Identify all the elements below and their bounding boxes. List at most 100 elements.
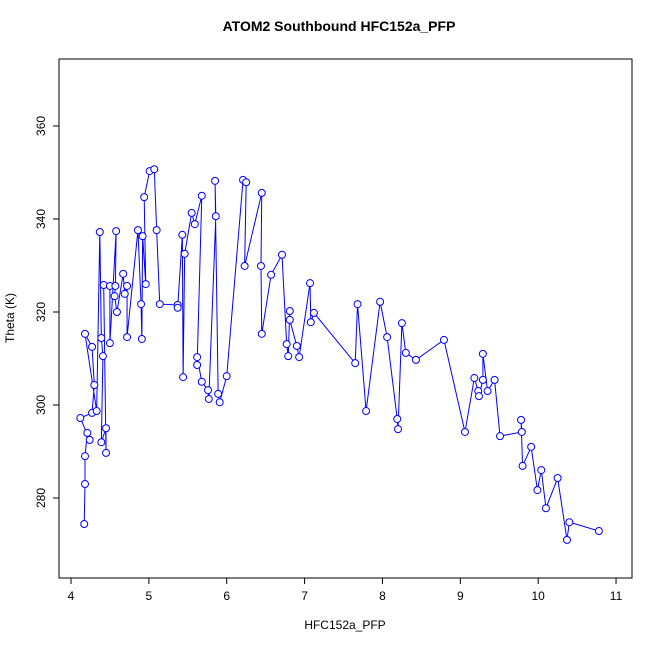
data-point	[76, 414, 85, 423]
data-point	[537, 466, 546, 475]
data-point	[376, 297, 385, 306]
data-point	[211, 176, 220, 185]
data-point	[97, 438, 106, 447]
data-point	[518, 461, 527, 470]
data-point	[97, 334, 106, 343]
data-point	[81, 452, 90, 461]
data-point	[257, 188, 266, 197]
data-point	[98, 352, 107, 361]
data-point	[282, 340, 291, 349]
data-point	[306, 279, 315, 288]
data-point	[483, 387, 492, 396]
chart-title: ATOM2 Southbound HFC152a_PFP	[223, 18, 456, 34]
data-point	[478, 349, 487, 358]
data-point	[133, 226, 142, 235]
data-point	[517, 415, 526, 424]
x-tick-label: 4	[68, 589, 75, 603]
data-point	[123, 333, 132, 342]
data-point	[470, 374, 479, 383]
data-point	[119, 269, 128, 278]
data-point	[197, 191, 206, 200]
y-tick-label: 360	[34, 116, 48, 136]
data-point	[138, 232, 147, 241]
data-point	[553, 474, 562, 483]
data-point	[80, 520, 89, 529]
data-point	[411, 355, 420, 364]
data-point	[240, 261, 249, 270]
data-point	[439, 335, 448, 344]
data-point	[105, 339, 114, 348]
data-point	[594, 527, 603, 536]
data-point	[256, 261, 265, 270]
data-point	[111, 281, 120, 290]
data-point	[112, 307, 121, 316]
y-tick-label: 340	[34, 209, 48, 229]
data-point	[278, 250, 287, 259]
data-point	[362, 407, 371, 416]
data-point	[85, 435, 94, 444]
x-tick-label: 6	[223, 589, 230, 603]
data-point	[92, 407, 101, 416]
data-point	[351, 359, 360, 368]
data-point	[137, 334, 146, 343]
data-point	[140, 193, 149, 202]
data-point	[309, 308, 318, 317]
data-point	[242, 178, 251, 187]
data-point	[490, 375, 499, 384]
data-point	[204, 394, 213, 403]
data-point	[517, 427, 526, 436]
plot-frame	[58, 58, 633, 579]
data-point	[474, 392, 483, 401]
data-point	[150, 165, 159, 174]
data-point	[565, 518, 574, 527]
data-point	[496, 432, 505, 441]
data-point	[394, 425, 403, 434]
data-point	[285, 307, 294, 316]
data-point	[90, 381, 99, 390]
data-point	[353, 300, 362, 309]
x-tick-label: 8	[379, 589, 386, 603]
data-point	[533, 486, 542, 495]
data-line	[79, 168, 600, 540]
data-point	[112, 227, 121, 236]
y-axis-label: Theta (K)	[3, 293, 17, 343]
data-point	[295, 353, 304, 362]
data-point	[267, 270, 276, 279]
data-point	[204, 386, 213, 395]
y-tick-label: 320	[34, 302, 48, 322]
data-point	[306, 318, 315, 327]
data-point	[215, 398, 224, 407]
data-point	[284, 352, 293, 361]
data-point	[88, 342, 97, 351]
data-point	[292, 341, 301, 350]
data-point	[137, 300, 146, 309]
data-point	[190, 220, 199, 229]
data-point	[81, 480, 90, 489]
data-point	[155, 300, 164, 309]
data-point	[141, 280, 150, 289]
data-point	[102, 424, 111, 433]
data-point	[257, 329, 266, 338]
data-point	[83, 428, 92, 437]
data-point	[193, 361, 202, 370]
data-point	[383, 333, 392, 342]
data-point	[211, 212, 220, 221]
data-point	[460, 427, 469, 436]
data-point	[180, 249, 189, 258]
data-point	[214, 389, 223, 398]
data-point	[197, 377, 206, 386]
data-point	[193, 353, 202, 362]
data-point	[527, 442, 536, 451]
data-point	[397, 319, 406, 328]
data-point	[120, 289, 129, 298]
data-point	[393, 414, 402, 423]
data-point	[401, 348, 410, 357]
data-point	[541, 504, 550, 513]
x-tick-label: 5	[146, 589, 153, 603]
x-tick-label: 9	[457, 589, 464, 603]
data-point	[123, 281, 132, 290]
data-point	[178, 230, 187, 239]
x-tick-label: 10	[531, 589, 545, 603]
data-point	[95, 228, 104, 236]
